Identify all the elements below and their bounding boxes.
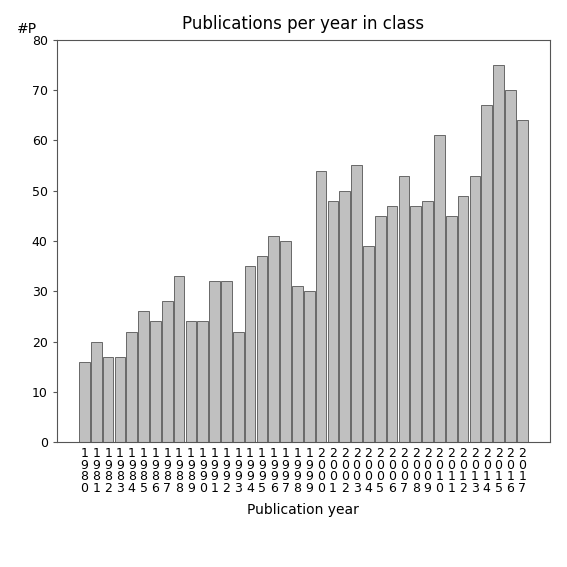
Bar [174,276,184,442]
Bar [233,332,244,442]
Bar [411,206,421,442]
Bar [138,311,149,442]
Text: #P: #P [17,22,37,36]
Bar [469,176,480,442]
Bar [340,191,350,442]
Bar [115,357,125,442]
Bar [257,256,267,442]
Bar [387,206,397,442]
Bar [316,171,327,442]
Title: Publications per year in class: Publications per year in class [182,15,425,32]
Bar [375,216,386,442]
Bar [91,341,101,442]
Bar [446,216,456,442]
Bar [434,136,445,442]
Bar [399,176,409,442]
Bar [197,321,208,442]
Bar [79,362,90,442]
Bar [221,281,232,442]
Bar [162,302,172,442]
Bar [185,321,196,442]
Bar [481,105,492,442]
Bar [493,65,504,442]
Bar [328,201,338,442]
Bar [363,246,374,442]
Bar [245,266,255,442]
Bar [280,241,291,442]
Bar [209,281,220,442]
Bar [352,166,362,442]
Bar [292,286,303,442]
Bar [126,332,137,442]
X-axis label: Publication year: Publication year [247,503,359,517]
Bar [268,236,279,442]
Bar [458,196,468,442]
Bar [422,201,433,442]
Bar [103,357,113,442]
Bar [304,291,315,442]
Bar [517,120,527,442]
Bar [150,321,161,442]
Bar [505,90,516,442]
